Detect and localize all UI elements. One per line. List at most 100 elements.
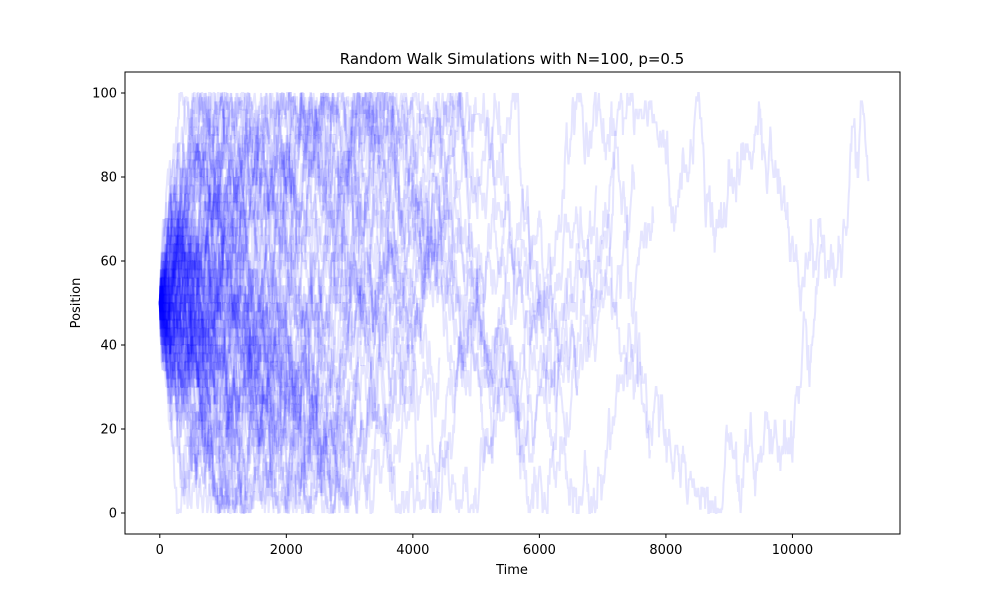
walk-line-96 — [158, 92, 636, 514]
walk-line-2 — [159, 302, 187, 489]
walk-line-15 — [158, 234, 213, 404]
walk-line-64 — [158, 293, 352, 514]
walk-line-92 — [158, 185, 560, 514]
y-tick-label: 80 — [100, 171, 117, 186]
walk-line-94 — [158, 92, 598, 463]
walk-line-67 — [158, 92, 365, 379]
walk-line-18 — [158, 92, 218, 304]
walk-line-46 — [158, 286, 285, 514]
walk-line-54 — [158, 150, 311, 430]
x-axis: 0 2000 4000 6000 8000 10000 — [156, 534, 813, 558]
walk-line-16 — [158, 277, 215, 497]
walk-line-10 — [158, 185, 205, 388]
walk-line-11 — [159, 277, 207, 421]
walk-line-72 — [158, 92, 390, 414]
walk-line-19 — [158, 101, 219, 405]
y-tick-label: 100 — [92, 87, 117, 102]
walk-line-98 — [158, 97, 655, 514]
walk-line-45 — [158, 185, 281, 388]
walk-line-21 — [158, 293, 223, 396]
walk-line-70 — [158, 210, 380, 514]
walk-line-44 — [159, 286, 278, 488]
walk-line-68 — [159, 92, 369, 346]
y-tick-label: 60 — [100, 255, 117, 270]
x-axis-label: Time — [495, 563, 528, 578]
walk-line-40 — [159, 218, 266, 413]
walk-line-83 — [158, 92, 453, 497]
plot-frame — [124, 71, 901, 535]
walk-line-41 — [158, 244, 269, 363]
walk-line-17 — [158, 192, 217, 413]
walk-line-27 — [158, 159, 235, 321]
walk-line-13 — [159, 192, 211, 380]
walk-line-8 — [158, 268, 202, 362]
x-tick-label: 8000 — [649, 543, 682, 558]
walk-line-48 — [158, 210, 290, 514]
walk-line-77 — [158, 134, 417, 446]
walk-line-36 — [158, 234, 256, 514]
walk-line-85 — [158, 92, 467, 372]
walk-line-39 — [159, 160, 264, 354]
y-tick-label: 0 — [109, 507, 117, 522]
walk-line-89 — [158, 92, 506, 421]
walk-line-38 — [158, 218, 261, 414]
x-tick-label: 2000 — [270, 543, 303, 558]
x-tick-label: 6000 — [523, 543, 556, 558]
walk-line-20 — [158, 260, 221, 514]
walk-line-12 — [158, 126, 209, 304]
walk-line-78 — [158, 193, 422, 488]
walk-line-99 — [158, 92, 822, 514]
walk-line-42 — [159, 193, 272, 514]
walk-line-14 — [158, 286, 212, 514]
walk-line-5 — [158, 160, 196, 313]
walk-line-50 — [158, 92, 297, 312]
walk-line-86 — [158, 96, 476, 304]
x-tick-label: 4000 — [396, 543, 429, 558]
walk-line-60 — [158, 286, 334, 514]
walk-line-79 — [158, 189, 428, 514]
walk-line-37 — [158, 92, 259, 304]
walk-line-32 — [159, 150, 245, 337]
walk-line-47 — [158, 294, 287, 439]
walk-line-80 — [158, 172, 435, 514]
walk-line-66 — [158, 150, 361, 489]
walk-line-6 — [158, 209, 199, 388]
walk-line-87 — [158, 142, 484, 497]
walk-line-65 — [158, 302, 356, 514]
walk-line-75 — [159, 126, 405, 488]
walk-line-52 — [159, 302, 304, 514]
walk-line-29 — [159, 285, 239, 488]
walk-line-24 — [158, 101, 228, 338]
plot-background — [125, 72, 900, 534]
y-tick-label: 20 — [100, 423, 117, 438]
walk-line-82 — [158, 206, 447, 514]
walk-line-62 — [158, 285, 343, 514]
walk-line-7 — [158, 268, 200, 388]
walk-line-91 — [158, 143, 541, 514]
walk-line-59 — [158, 176, 330, 514]
walk-line-35 — [158, 243, 253, 446]
walk-line-76 — [158, 109, 411, 514]
y-axis: 0 20 40 60 80 100 — [92, 87, 125, 522]
walk-line-55 — [158, 92, 316, 337]
x-tick-label: 0 — [156, 543, 164, 558]
walk-line-22 — [159, 92, 225, 320]
y-tick-label: 40 — [100, 339, 117, 354]
walk-line-74 — [158, 92, 400, 396]
walk-line-56 — [159, 92, 319, 401]
walk-line-58 — [158, 151, 327, 346]
walk-line-63 — [158, 92, 347, 338]
y-axis-label: Position — [69, 278, 84, 329]
walk-line-3 — [159, 96, 191, 354]
walk-line-1 — [158, 286, 180, 363]
walk-line-90 — [158, 260, 522, 497]
walk-line-4 — [158, 277, 194, 388]
walk-line-33 — [158, 96, 249, 304]
walk-line-73 — [158, 277, 395, 514]
walk-line-71 — [159, 92, 385, 430]
walk-line-61 — [158, 92, 338, 304]
walk-line-9 — [159, 260, 204, 388]
walk-line-93 — [159, 92, 579, 438]
